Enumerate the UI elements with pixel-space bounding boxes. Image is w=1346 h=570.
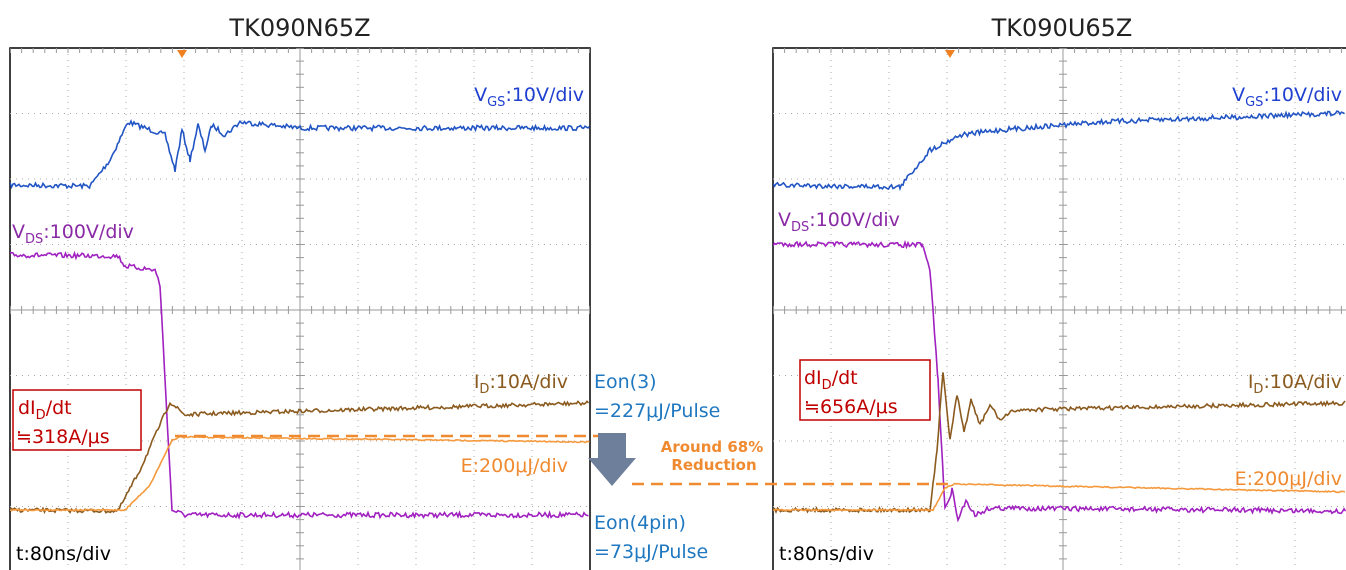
panel-title: TK090U65Z <box>991 14 1133 42</box>
reduction-text: Around 68% <box>661 438 764 456</box>
reduction-arrow <box>588 433 636 486</box>
panel-title: TK090N65Z <box>228 14 370 42</box>
eon-value: =73μJ/Pulse <box>594 541 708 563</box>
eon-label: Eon(4pin) <box>594 512 686 534</box>
time-label: t:80ns/div <box>16 543 111 565</box>
energy-label: E:200μJ/div <box>1235 468 1342 490</box>
energy-label: E:200μJ/div <box>461 455 568 477</box>
slope-value: ≒318A/μs <box>16 426 110 448</box>
slope-value: ≒656A/μs <box>804 396 898 418</box>
reduction-text: Reduction <box>671 456 756 474</box>
eon-label: Eon(3) <box>594 371 657 393</box>
screenshot: TK090N65Z TK090U65Z VGS:10V/div VDS:100V… <box>0 0 1346 570</box>
time-label: t:80ns/div <box>779 543 874 565</box>
eon-value: =227μJ/Pulse <box>594 400 720 422</box>
